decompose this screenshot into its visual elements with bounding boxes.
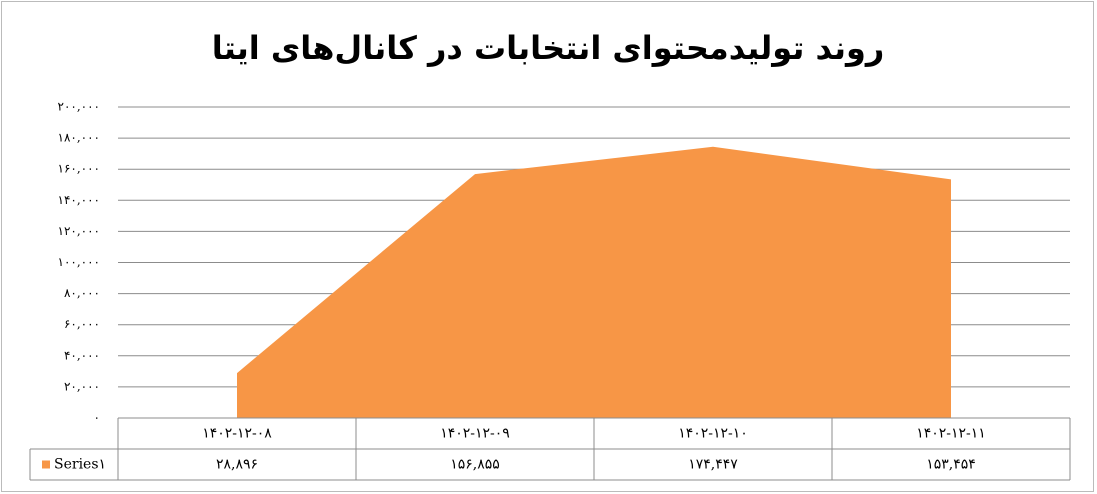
y-tick-label: ۲۰۰,۰۰۰: [58, 100, 101, 114]
data-label: ۱۵۳,۴۵۴: [926, 457, 976, 473]
data-label: ۲۸,۸۹۶: [216, 457, 258, 473]
area: [237, 146, 951, 418]
y-tick-label: ۱۲۰,۰۰۰: [58, 224, 101, 238]
y-tick-label: ۱۸۰,۰۰۰: [58, 131, 101, 145]
x-tick-label: ۱۴۰۲-۱۲-۱۰: [678, 426, 748, 442]
y-tick-label: ۱۰۰,۰۰۰: [58, 255, 101, 269]
data-label: ۱۵۶,۸۵۵: [450, 457, 500, 473]
y-tick-label: ۱۶۰,۰۰۰: [58, 162, 101, 176]
x-tick-label: ۱۴۰۲-۱۲-۰۹: [440, 426, 510, 442]
y-tick-label: ۴۰,۰۰۰: [64, 348, 100, 362]
x-tick-label: ۱۴۰۲-۱۲-۱۱: [916, 426, 986, 442]
legend-swatch: [42, 460, 50, 469]
legend-label: Series۱: [54, 457, 106, 473]
y-tick-label: ۱۴۰,۰۰۰: [58, 193, 101, 207]
x-tick-label: ۱۴۰۲-۱۲-۰۸: [202, 426, 272, 442]
y-tick-label: ۸۰,۰۰۰: [64, 286, 100, 300]
y-tick-label: ۶۰,۰۰۰: [64, 317, 100, 331]
chart-title: روند تولیدمحتوای انتخابات در کانال‌های ا…: [212, 29, 885, 67]
data-label: ۱۷۴,۴۴۷: [688, 457, 738, 473]
y-tick-label: ۲۰,۰۰۰: [64, 379, 100, 393]
y-tick-label: ۰: [94, 411, 100, 425]
